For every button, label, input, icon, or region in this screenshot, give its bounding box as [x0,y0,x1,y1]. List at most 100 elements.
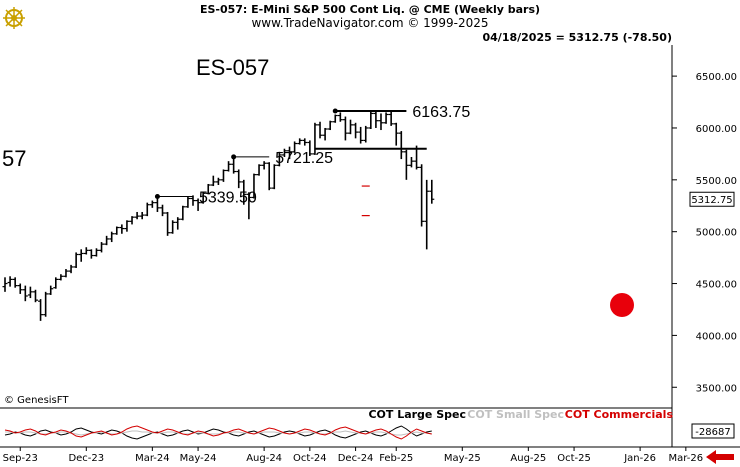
ohlc-bar [429,179,435,204]
ohlc-bar [2,277,8,292]
ohlc-bar [27,286,33,299]
ohlc-bar [144,202,150,217]
ohlc-bar [302,138,308,146]
ohlc-bar [154,196,160,212]
price-annotations: 6163.75 5721.25 5339.50 [154,104,470,217]
x-tick-label: Feb-25 [379,453,413,464]
ohlc-bar [119,224,125,234]
x-tick-label: Mar-24 [135,453,170,464]
ohlc-bar [322,127,328,141]
ohlc-bar [7,276,13,287]
y-tick-label: 6500.00 [696,72,737,83]
y-tick-label: 3500.00 [696,383,737,394]
ohlc-bar [327,120,333,131]
ohlc-bar [83,247,89,255]
ohlc-bar [73,252,79,268]
x-tick-label: Aug-25 [510,453,546,464]
y-tick-label: 4000.00 [696,331,737,342]
symbol-label: ES-057 [196,55,269,80]
ohlc-bar [292,141,298,153]
y-tick-label: 5000.00 [696,228,737,239]
ohlc-bar [180,205,186,221]
ohlc-bar [358,126,364,144]
ohlc-bar [149,200,155,208]
ohlc-bar [353,122,359,139]
ohlc-bar [398,131,404,160]
ohlc-bar [134,211,140,220]
ohlc-bar [109,231,115,243]
ohlc-bar [281,148,287,158]
x-tick-label: Oct-25 [557,453,591,464]
ohlc-bar [317,121,323,139]
price-bars [2,110,435,321]
ohlc-bar [256,164,262,176]
ohlc-bar [337,112,343,122]
copyright-label: © GenesisFT [4,395,69,406]
ohlc-bar [287,146,293,160]
ohlc-bar [185,196,191,208]
level-annotation: 5339.50 [154,189,257,206]
ohlc-bar [210,175,216,187]
cot-legend-small: COT Small Spec [467,408,564,421]
ohlc-bar [215,177,221,186]
ohlc-bar [53,277,59,289]
x-tick-label: Dec-23 [68,453,104,464]
y-tick-label: 5500.00 [696,176,737,187]
ohlc-bar [32,289,38,303]
cot-legend-large: COT Large Spec [368,408,466,421]
ohlc-bar [200,192,206,204]
ohlc-bar [378,113,384,131]
ohlc-bar [139,211,145,220]
ohlc-bar [63,269,69,278]
x-tick-label: Oct-24 [293,453,327,464]
chart-title: ES-057: E-Mini S&P 500 Cont Liq. @ CME (… [200,3,540,16]
ohlc-bar [160,204,166,217]
ohlc-bar [368,110,374,130]
ohlc-bar [307,140,313,156]
x-tick-label: May-25 [444,453,481,464]
ohlc-bar [266,162,272,191]
left-edge-label: 57 [2,146,26,171]
ohlc-bar [332,114,338,123]
ohlc-bar [373,111,379,128]
ohlc-bar [165,211,171,236]
x-tick-label: Sep-23 [3,453,38,464]
ohlc-bar [48,285,54,295]
scroll-right-arrow-icon[interactable] [706,450,734,464]
ohlc-bar [276,151,282,167]
ohlc-bar [393,122,399,146]
ohlc-bar [129,216,135,225]
ohlc-bar [93,248,99,257]
ohlc-bar [297,138,303,145]
ohlc-bar [114,226,120,235]
cot-legend-commercials: COT Commercials [565,408,674,421]
ohlc-bar [342,116,348,141]
y-axis-ticks: 3500.00 4000.00 4500.00 5000.00 5500.00 6000.… [672,72,737,394]
ohlc-bar [88,249,94,259]
ohlc-bar [261,161,267,170]
svg-text:5312.75: 5312.75 [691,195,732,206]
ohlc-bar [124,220,130,232]
level-annotation: 6163.75 [332,104,470,121]
level-annotation: 5721.25 [231,150,333,167]
ohlc-bar [68,264,74,274]
ohlc-bar [205,183,211,195]
ohlc-bar [220,169,226,182]
svg-text:-28687: -28687 [695,427,730,438]
level-label: 6163.75 [412,104,470,121]
y-tick-label: 6000.00 [696,124,737,135]
ohlc-bar [388,111,394,126]
ohlc-bar [271,164,277,190]
x-tick-label: Aug-24 [246,453,282,464]
last-price-tag: 5312.75 [689,191,735,207]
y-tick-label: 4500.00 [696,280,737,291]
level-label: 5721.25 [275,150,333,167]
ohlc-bar [22,285,28,302]
ohlc-bar [43,291,49,317]
ohlc-bar [251,173,257,199]
red-dot-marker [610,293,634,317]
ohlc-bar [104,235,110,246]
ohlc-bar [38,299,44,321]
ohlc-bar [383,112,389,124]
